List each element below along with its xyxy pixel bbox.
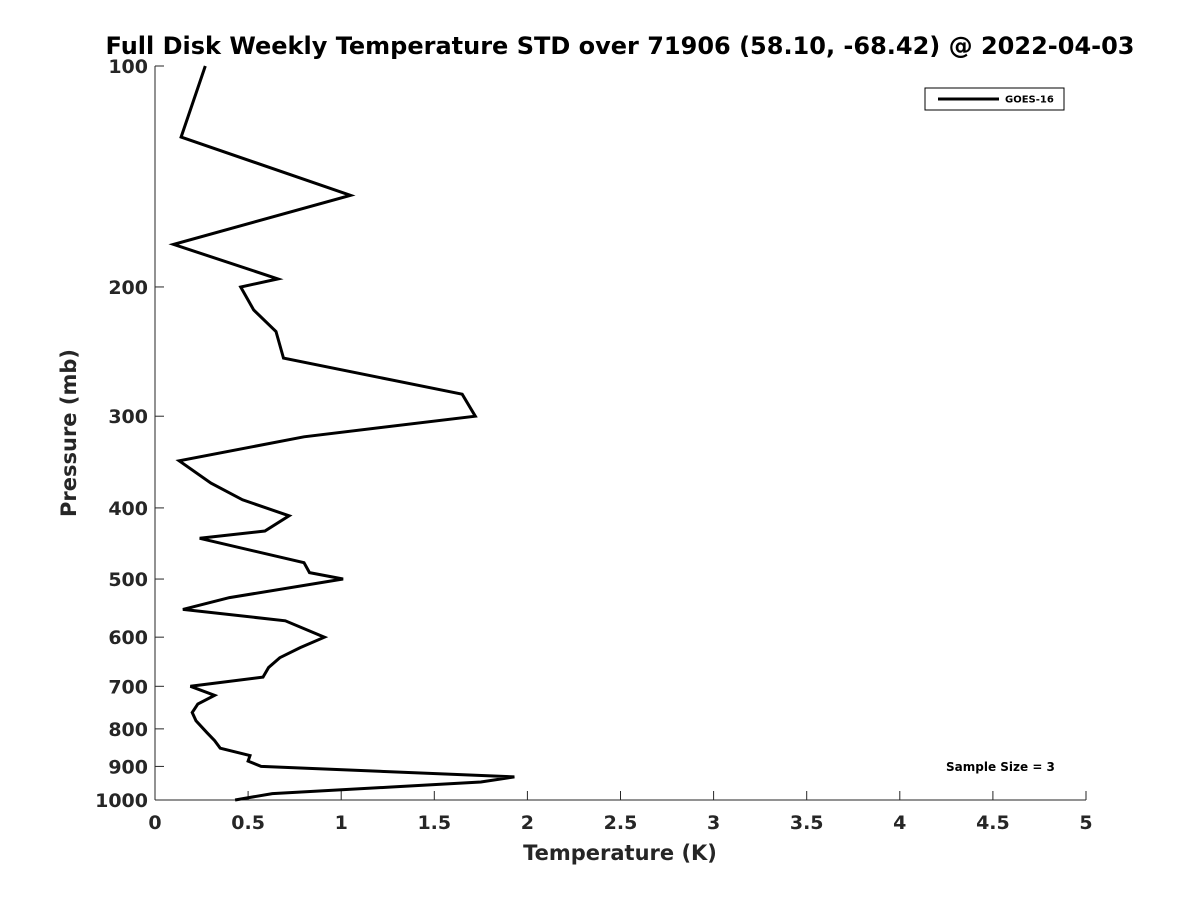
x-tick-label: 5 [1079, 812, 1092, 834]
y-tick-label: 400 [108, 498, 148, 520]
x-tick-label: 4 [893, 812, 906, 834]
series-line-goes-16 [168, 65, 515, 802]
x-tick-label: 2.5 [604, 812, 638, 834]
y-tick-label: 100 [108, 56, 148, 78]
y-tick-label: 800 [108, 719, 148, 741]
x-axis: 0 0.5 1 1.5 2 2.5 3 3.5 4 4.5 5 [148, 791, 1093, 834]
x-tick-label: 2 [521, 812, 534, 834]
x-tick-label: 4.5 [976, 812, 1010, 834]
x-tick-label: 0.5 [231, 812, 265, 834]
y-tick-label: 1000 [95, 790, 148, 812]
legend: GOES-16 [924, 87, 1065, 111]
x-tick-label: 3.5 [790, 812, 824, 834]
y-tick-label: 500 [108, 569, 148, 591]
y-tick-label: 300 [108, 406, 148, 428]
series-layer [168, 65, 515, 802]
x-tick-label: 0 [148, 812, 161, 834]
x-tick-label: 3 [707, 812, 720, 834]
sample-size-annotation: Sample Size = 3 [946, 760, 1055, 774]
y-axis-label: Pressure (mb) [57, 349, 81, 517]
x-tick-label: 1.5 [417, 812, 451, 834]
chart-title: Full Disk Weekly Temperature STD over 71… [106, 32, 1135, 60]
y-tick-label: 900 [108, 756, 148, 778]
x-axis-label: Temperature (K) [523, 841, 717, 865]
y-tick-label: 600 [108, 627, 148, 649]
legend-label-goes-16: GOES-16 [1005, 95, 1054, 106]
x-tick-label: 1 [335, 812, 348, 834]
y-tick-label: 700 [108, 676, 148, 698]
y-axis: 100 200 300 400 500 600 700 800 900 1000 [95, 56, 164, 812]
y-tick-label: 200 [108, 277, 148, 299]
